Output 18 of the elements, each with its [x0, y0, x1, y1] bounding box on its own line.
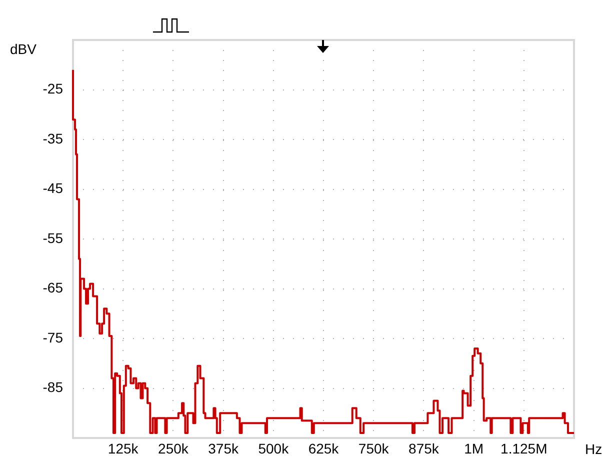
x-tick-label: 1M: [464, 440, 484, 456]
x-axis-title: Hz: [585, 440, 602, 457]
x-tick-label: 250k: [158, 440, 190, 456]
y-tick-label: -45: [42, 180, 64, 196]
y-tick-label: -25: [42, 80, 64, 97]
y-tick-label: -65: [42, 280, 64, 296]
x-tick-label: 875k: [408, 440, 440, 456]
x-tick-label: 125k: [108, 440, 140, 456]
x-tick-label: 500k: [258, 440, 290, 456]
y-tick-label: -55: [42, 230, 64, 246]
y-tick-label: -35: [42, 130, 64, 146]
x-tick-label: 625k: [308, 440, 340, 456]
x-tick-label: 1.125M: [500, 440, 548, 456]
x-tick-label: 375k: [208, 440, 240, 456]
y-tick-label: -85: [42, 379, 64, 396]
y-axis-title: dBV: [10, 40, 38, 57]
x-tick-label: 750k: [358, 440, 390, 456]
y-tick-label: -75: [42, 329, 64, 346]
